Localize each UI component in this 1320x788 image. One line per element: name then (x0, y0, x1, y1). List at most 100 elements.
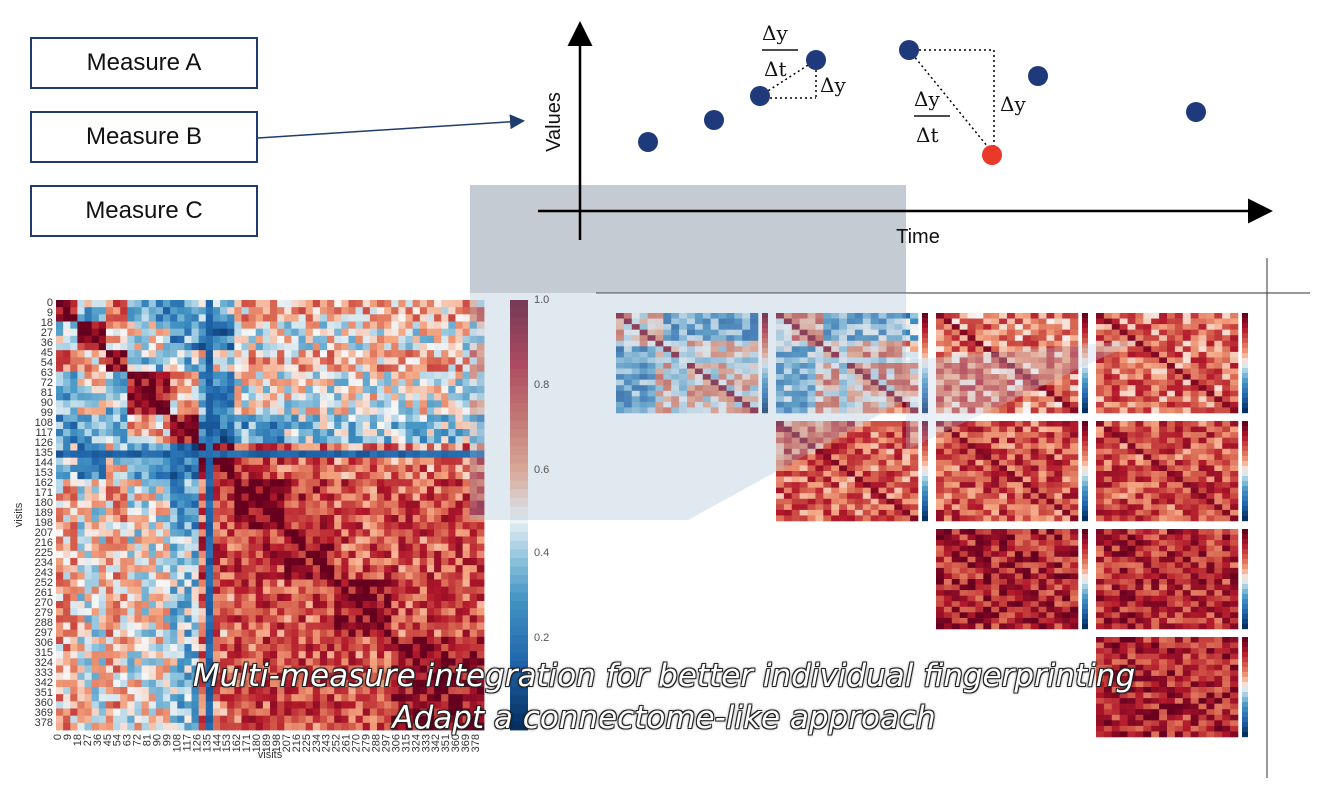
heatmap-x-tick: 288 (371, 734, 383, 752)
small-heatmap (936, 529, 1088, 630)
measure-b-label: Measure B (85, 123, 203, 150)
heatmap-y-tick: 279 (35, 607, 53, 619)
heatmap-y-tick: 81 (41, 387, 53, 399)
heatmap-x-tick: 171 (241, 734, 253, 752)
heatmap-x-tick: 180 (251, 734, 263, 752)
heatmap-y-tick: 207 (35, 527, 53, 539)
data-point (704, 110, 724, 130)
slope-1-hyp (759, 59, 817, 97)
small-heatmap (1096, 637, 1248, 738)
heatmap-x-tick: 207 (281, 734, 293, 752)
data-point (638, 132, 658, 152)
heatmap-x-tick: 117 (181, 734, 193, 752)
small-heatmap (1096, 313, 1248, 414)
slope-2-dt: Δt (916, 123, 938, 147)
heatmap-x-label: visits (258, 749, 283, 761)
heatmap-x-tick: 45 (102, 734, 114, 746)
heatmap-x-tick: 270 (351, 734, 363, 752)
colorbar-tick-label: 0.8 (534, 379, 550, 391)
slope-2-hyp (908, 49, 993, 153)
heatmap-x-tick: 126 (191, 734, 203, 752)
heatmap-x-tick: 234 (311, 734, 323, 752)
heatmap-y-tick: 90 (41, 397, 53, 409)
heatmap-y-tick: 198 (35, 517, 53, 529)
heatmap-y-tick: 135 (35, 447, 53, 459)
heatmap-y-tick: 72 (41, 377, 53, 389)
heatmap-y-tick: 45 (41, 347, 53, 359)
heatmap-y-tick: 252 (35, 577, 53, 589)
small-heatmap (936, 313, 1088, 414)
heatmap-y-tick: 189 (35, 507, 53, 519)
x-axis-label: Time (896, 226, 940, 248)
small-heatmap (776, 313, 928, 414)
measure-c-box: Measure C (30, 185, 258, 237)
heatmap-x-tick: 90 (152, 734, 164, 746)
small-heatmap (616, 313, 768, 414)
data-point (899, 40, 919, 60)
slope-1-dt: Δt (764, 57, 786, 81)
heatmap-y-tick: 0 (47, 297, 53, 309)
colorbar-tick-label: 0.2 (534, 632, 550, 644)
heatmap-y-tick: 54 (41, 357, 53, 369)
heatmap-x-tick: 162 (231, 734, 243, 752)
heatmap-y-tick: 216 (35, 537, 53, 549)
heatmap-y-tick: 234 (35, 557, 53, 569)
heatmap-y-tick: 369 (35, 707, 53, 719)
heatmap-y-tick: 180 (35, 497, 53, 509)
heatmap-y-tick: 225 (35, 547, 53, 559)
measure-a-label: Measure A (86, 49, 202, 76)
caption-line-2: Adapt a connectome-like approach (392, 700, 936, 736)
heatmap-y-tick: 288 (35, 617, 53, 629)
heatmap-x-tick: 378 (470, 734, 482, 752)
heatmap-x-tick: 360 (450, 734, 462, 752)
heatmap-y-tick: 18 (41, 317, 53, 329)
data-point (1028, 66, 1048, 86)
heatmap-x-tick: 279 (361, 734, 373, 752)
small-heatmap (1096, 421, 1248, 522)
heatmap-x-tick: 369 (460, 734, 472, 752)
slope-2-dy: Δy (914, 87, 940, 111)
heatmap-y-label: visits (13, 502, 25, 527)
heatmap-x-tick: 333 (420, 734, 432, 752)
heatmap-x-tick: 342 (430, 734, 442, 752)
heatmap-x-tick: 144 (211, 734, 223, 752)
highlight-data-point (982, 145, 1002, 165)
heatmap-x-tick: 18 (72, 734, 84, 746)
heatmap-y-tick: 270 (35, 597, 53, 609)
heatmap-y-tick: 360 (35, 697, 53, 709)
heatmap-y-tick: 171 (35, 487, 53, 499)
measure-c-label: Measure C (85, 197, 203, 224)
large-heatmap (56, 300, 485, 731)
heatmap-x-tick: 108 (171, 734, 183, 752)
heatmap-x-tick: 297 (381, 734, 393, 752)
heatmap-x-tick: 36 (92, 734, 104, 746)
zoom-overlay-projection (470, 293, 906, 520)
heatmap-x-tick: 261 (341, 734, 353, 752)
heatmap-y-tick: 243 (35, 567, 53, 579)
y-axis-label: Values (543, 92, 565, 152)
slope-1-side-dy: Δy (820, 73, 846, 97)
heatmap-x-tick: 198 (271, 734, 283, 752)
heatmap-x-tick: 54 (112, 734, 124, 746)
small-heatmap-grid (616, 313, 1248, 738)
heatmap-y-tick: 162 (35, 477, 53, 489)
heatmap-y-tick: 99 (41, 407, 53, 419)
heatmap-x-ticks: 0918273645546372819099108117126135144153… (52, 734, 482, 752)
heatmap-y-tick: 306 (35, 637, 53, 649)
heatmap-x-tick: 243 (321, 734, 333, 752)
heatmap-y-tick: 315 (35, 647, 53, 659)
heatmap-x-tick: 9 (62, 734, 74, 740)
heatmap-x-tick: 324 (410, 734, 422, 752)
heatmap-x-tick: 315 (400, 734, 412, 752)
large-heatmap-colorbar (510, 300, 528, 731)
heatmap-x-tick: 351 (440, 734, 452, 752)
heatmap-y-tick: 144 (35, 457, 53, 469)
slope-2-side-dy: Δy (1000, 92, 1026, 116)
heatmap-x-tick: 27 (82, 734, 94, 746)
heatmap-x-tick: 135 (201, 734, 213, 752)
slope-1-dy: Δy (762, 21, 788, 45)
heatmap-y-tick: 36 (41, 337, 53, 349)
heatmap-y-tick: 351 (35, 687, 53, 699)
heatmap-y-tick: 117 (35, 427, 53, 439)
